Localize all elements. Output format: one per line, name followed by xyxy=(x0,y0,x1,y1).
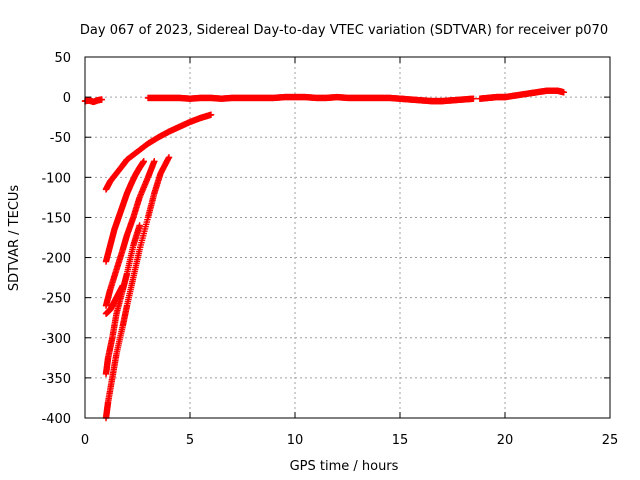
y-tick-label: 0 xyxy=(63,91,71,106)
x-tick-label: 20 xyxy=(497,433,514,448)
chart-title: Day 067 of 2023, Sidereal Day-to-day VTE… xyxy=(80,23,608,38)
plot-frame xyxy=(84,56,611,419)
data-point xyxy=(140,158,147,165)
axis-ticks: 0 5 10 15 20 25 50 0 -50 -100 -150 -200 -250 -300 -350… xyxy=(41,51,618,448)
y-tick-label: -200 xyxy=(41,252,71,267)
x-axis-label: GPS time / hours xyxy=(290,459,399,474)
data-point xyxy=(151,158,158,165)
data-points xyxy=(81,87,567,422)
data-point xyxy=(136,222,143,229)
y-tick-label: -250 xyxy=(41,292,71,307)
x-tick-label: 25 xyxy=(602,433,619,448)
y-tick-label: -150 xyxy=(41,211,71,226)
data-point xyxy=(560,89,567,96)
data-point xyxy=(98,96,105,103)
x-tick-label: 15 xyxy=(392,433,409,448)
data-point xyxy=(119,282,126,289)
grid xyxy=(85,57,610,418)
y-tick-label: 50 xyxy=(54,51,71,66)
data-point xyxy=(165,154,173,161)
y-tick-label: -400 xyxy=(41,412,71,427)
y-tick-label: -300 xyxy=(41,332,71,347)
y-axis-label: SDTVAR / TECUs xyxy=(7,185,22,292)
data-point xyxy=(470,95,477,102)
x-tick-label: 5 xyxy=(186,433,194,448)
data-point xyxy=(207,111,215,118)
y-tick-label: -100 xyxy=(41,171,71,186)
x-tick-label: 0 xyxy=(81,433,89,448)
y-tick-label: -50 xyxy=(50,131,71,146)
x-tick-label: 10 xyxy=(287,433,304,448)
y-tick-label: -350 xyxy=(41,372,71,387)
